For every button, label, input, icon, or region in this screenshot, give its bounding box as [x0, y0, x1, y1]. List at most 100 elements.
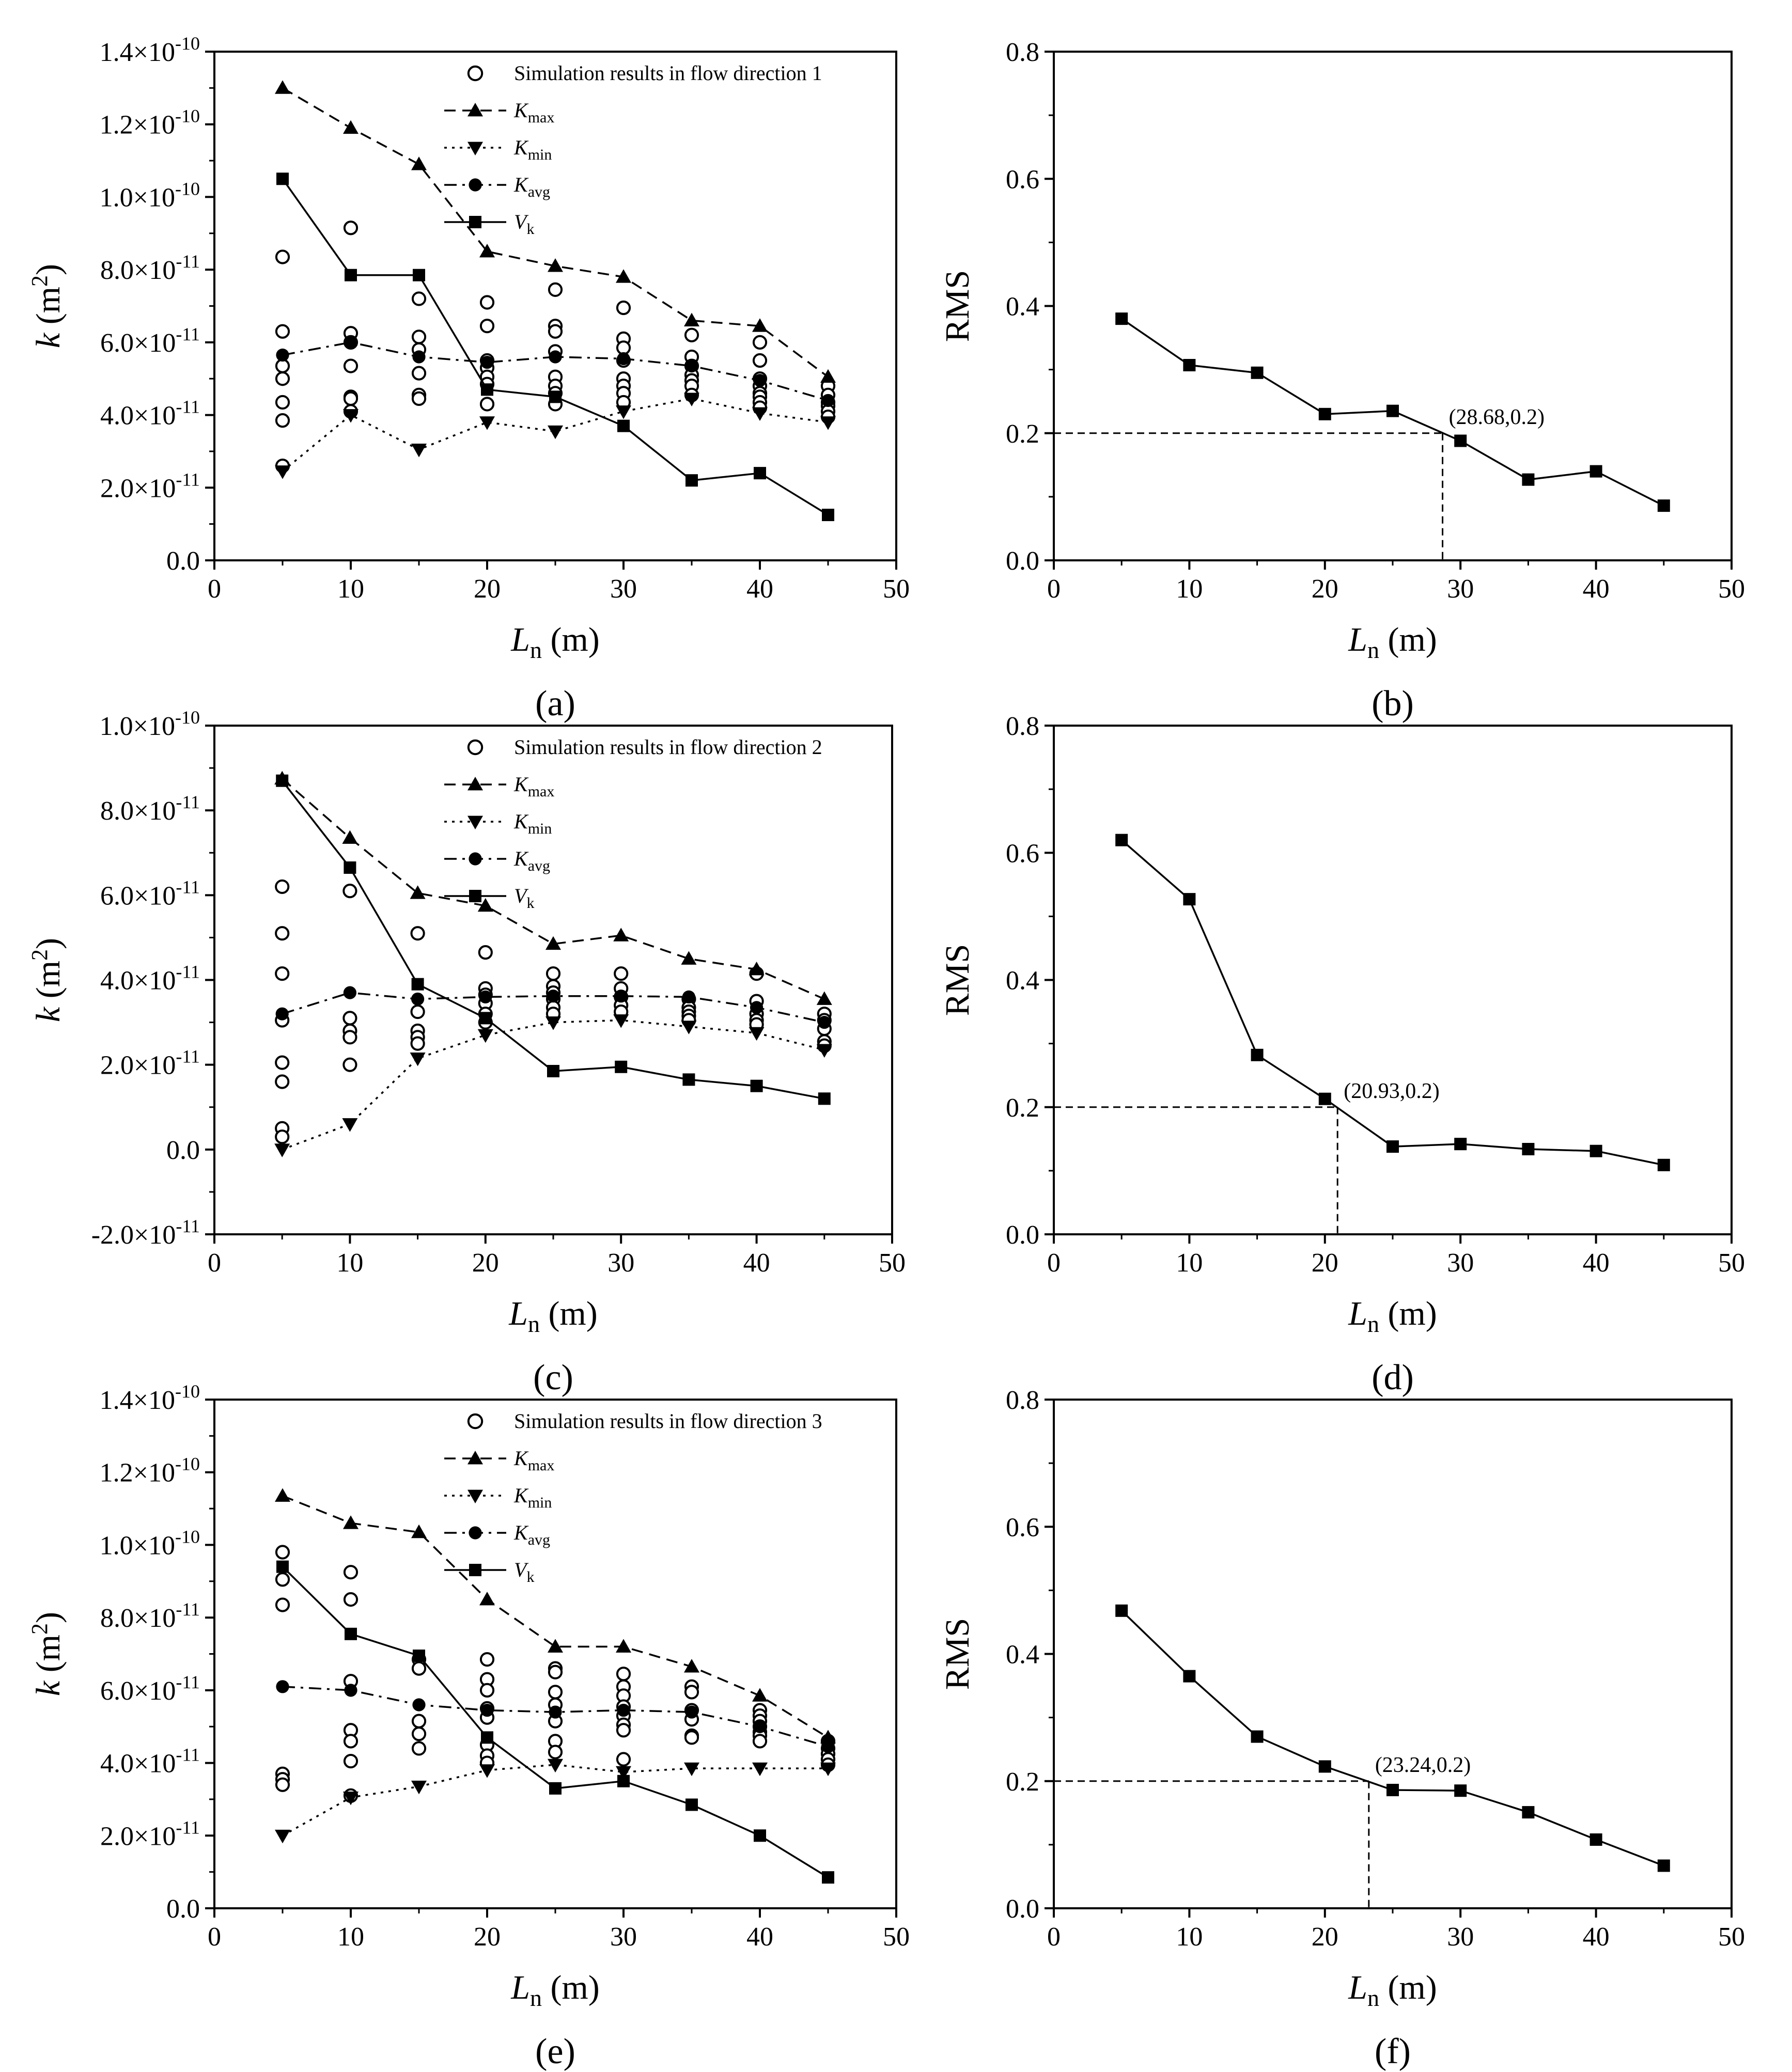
y-tick-label: 0.2: [1006, 1093, 1039, 1123]
y-tick-label: 4.0×10-11: [100, 397, 200, 431]
y-tick-label: 4.0×10-11: [100, 962, 200, 996]
data-point-rms: [1318, 407, 1331, 420]
plot-frame: [213, 51, 897, 561]
data-point-kavg: [685, 359, 698, 373]
legend-label: Kmin: [513, 1484, 552, 1511]
legend-label: Kmax: [513, 773, 554, 800]
y-tick-label: 4.0×10-11: [100, 1745, 200, 1779]
legend-label: Kavg: [513, 1521, 550, 1548]
y-tick-label: 8.0×10-11: [100, 1599, 200, 1633]
data-point-kmax: [820, 369, 836, 383]
legend-label: Vk: [514, 884, 534, 912]
y-tick-label: 0.0: [166, 1894, 200, 1924]
simulation-point: [411, 391, 427, 406]
data-point-kmin: [342, 1118, 358, 1132]
chart-b: 0 10 20 30 40 50 0.0 0.2 0.4 0.6 0.8 Ln (m) RMS (b) (2…: [939, 38, 1745, 724]
y-tick-label: 8.0×10-11: [100, 792, 200, 826]
simulation-point: [275, 1074, 290, 1089]
series-line-kmax: [282, 1495, 829, 1738]
x-tick-label: 0: [208, 1922, 221, 1952]
simulation-point: [275, 1572, 290, 1587]
x-tick-label: 10: [1176, 574, 1203, 604]
y-axis-label: k (m2): [27, 264, 67, 348]
data-point-kmax: [816, 991, 832, 1005]
data-point-kmin: [616, 405, 631, 419]
data-point-vk: [549, 390, 562, 403]
panel-caption: (e): [535, 2032, 575, 2071]
simulation-point: [616, 1752, 631, 1767]
y-tick-label: 0.4: [1006, 1640, 1039, 1670]
legend-marker: [469, 890, 481, 902]
series-line-kmin: [282, 1764, 828, 1836]
data-point-kmax: [681, 951, 697, 965]
data-point-kmax: [411, 1524, 427, 1539]
simulation-point: [479, 1683, 495, 1698]
x-tick-label: 50: [883, 574, 910, 604]
x-tick-label: 30: [610, 574, 637, 604]
simulation-point: [479, 397, 495, 412]
x-tick-label: 40: [1583, 1922, 1610, 1952]
data-point-kmin: [275, 465, 290, 479]
plot-frame: [1053, 51, 1733, 561]
data-point-rms: [1115, 312, 1128, 325]
data-point-vk: [276, 172, 289, 185]
simulation-point: [342, 884, 357, 899]
data-point-rms: [1590, 1144, 1602, 1157]
data-point-kmin: [613, 1014, 629, 1028]
simulation-point: [275, 358, 290, 373]
panel-caption: (b): [1372, 684, 1414, 724]
data-point-kavg: [753, 374, 767, 387]
data-point-rms: [1522, 1143, 1535, 1156]
data-point-kmin: [479, 1764, 495, 1778]
x-tick-label: 10: [1176, 1922, 1203, 1952]
data-point-rms: [1318, 1092, 1331, 1105]
data-point-kmax: [613, 928, 629, 941]
data-point-kmin: [411, 444, 427, 458]
y-tick-label: 0.8: [1006, 38, 1039, 67]
data-point-rms: [1386, 1783, 1399, 1796]
data-point-kavg: [480, 1703, 494, 1717]
data-point-vk: [481, 1731, 493, 1744]
simulation-point: [411, 1714, 427, 1729]
simulation-point: [275, 324, 290, 339]
x-tick-label: 20: [472, 1248, 499, 1278]
data-point-kavg: [750, 1001, 763, 1014]
data-point-vk: [547, 1064, 559, 1077]
panel-caption: (f): [1375, 2032, 1411, 2071]
x-axis-label: Ln (m): [510, 1969, 600, 2011]
simulation-point: [548, 1665, 563, 1679]
legend-marker: [468, 777, 483, 791]
simulation-point: [343, 1592, 359, 1607]
simulation-point: [752, 353, 768, 368]
x-tick-label: 40: [746, 1922, 773, 1952]
simulation-point: [343, 391, 359, 406]
simulation-point: [411, 1661, 427, 1676]
y-tick-label: 6.0×10-11: [100, 876, 200, 911]
data-point-rms: [1183, 359, 1196, 372]
data-point-kavg: [344, 1684, 357, 1697]
simulation-point: [616, 340, 631, 355]
simulation-point: [411, 329, 427, 344]
x-tick-label: 30: [1447, 1248, 1474, 1278]
y-tick-label: 0.2: [1006, 419, 1039, 449]
data-point-kavg: [549, 350, 562, 364]
y-tick-label: 1.4×10-10: [100, 33, 200, 67]
legend-label: Kmin: [513, 136, 552, 163]
data-point-vk: [345, 1627, 357, 1640]
x-tick-label: 50: [1718, 1248, 1745, 1278]
simulation-point: [411, 1741, 427, 1756]
x-tick-label: 50: [883, 1922, 910, 1952]
data-point-kavg: [549, 1705, 562, 1719]
simulation-point: [343, 1753, 359, 1769]
data-point-kmin: [752, 407, 768, 421]
x-tick-label: 20: [1312, 1248, 1338, 1278]
data-point-kmax: [410, 885, 426, 899]
data-point-kmin: [548, 1759, 563, 1773]
legend-marker: [468, 103, 483, 117]
simulation-point: [478, 945, 493, 960]
legend-marker: [469, 178, 482, 192]
x-tick-label: 10: [337, 574, 364, 604]
y-axis-label: RMS: [939, 1618, 976, 1690]
data-point-kmin: [343, 409, 359, 423]
data-point-kavg: [343, 986, 357, 999]
